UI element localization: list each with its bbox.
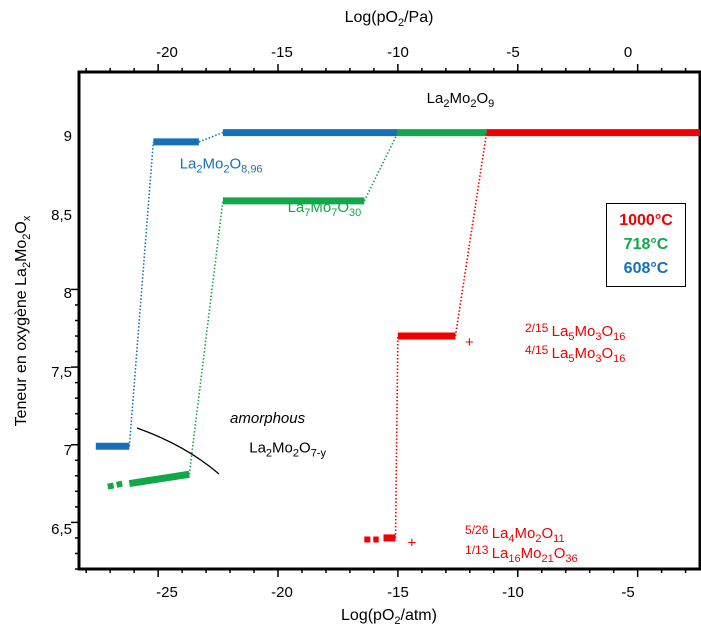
x-top-tick-labels: -20 -15 -10 -5 0: [156, 44, 632, 61]
annotation-amorphous: amorphous: [230, 410, 306, 427]
series-718c: [107, 129, 487, 490]
x-tick-label: -25: [156, 584, 178, 601]
y-tick-label: 9: [64, 128, 72, 145]
amorphous-boundary-curve: [136, 427, 220, 475]
x-tick-label: -20: [271, 584, 293, 601]
plot-frame: [77, 70, 701, 571]
top-tick-label: -15: [271, 44, 293, 61]
y-tick-labels: 6,5 7 7,5 8 8,5 9: [51, 128, 72, 538]
x-tick-label: -5: [621, 584, 634, 601]
legend-item-1000c: 1000°C: [619, 212, 673, 229]
top-tick-label: 0: [624, 44, 632, 61]
y-tick-label: 8,5: [51, 207, 72, 224]
x-tick-label: -10: [502, 584, 524, 601]
series-segment: [198, 131, 224, 143]
series-segment: [128, 141, 155, 447]
annotation-phase-7-7-b: 4/15 La5Mo3O16: [525, 343, 625, 365]
annotation-phase-7-7-a: 2/15 La5Mo3O16: [525, 321, 625, 343]
x-bottom-tick-labels: -25 -20 -15 -10 -5: [156, 584, 635, 601]
annotation-la2mo2o7y: La2Mo2O7-y: [249, 440, 326, 460]
x-tick-label: -15: [387, 584, 409, 601]
series-1000c: [364, 129, 700, 543]
temperature-legend: 1000°C 718°C 608°C: [606, 203, 686, 287]
annotation-phase-6-4-b: 1/13 La16Mo21O36: [465, 543, 578, 565]
top-tick-label: -20: [156, 44, 178, 61]
series-608c: [95, 129, 398, 450]
annotation-layer: La2Mo2O9 La2Mo2O8,96 La7Mo7O30 amorphous La2…: [180, 90, 626, 565]
annotation-phase-6-4-plus: +: [407, 534, 416, 551]
y-tick-label: 6,5: [51, 521, 72, 538]
top-tick-label: -10: [387, 44, 409, 61]
series-segment: [128, 470, 190, 488]
annotation-phase-7-7-plus: +: [465, 334, 474, 351]
x-axis-top-title: Log(pO2/Pa): [345, 9, 434, 29]
y-tick-label: 7,5: [51, 364, 72, 381]
y-tick-label: 7: [64, 442, 72, 459]
top-tick-label: -5: [506, 44, 519, 61]
legend-item-718c: 718°C: [623, 236, 669, 253]
y-axis-title: Teneur en oxygène La2Mo2Ox: [13, 215, 33, 426]
series-segment: [454, 132, 488, 337]
series-segment: [107, 480, 123, 490]
x-axis-bottom-title: Log(pO2/atm): [341, 607, 437, 624]
annotation-la2mo2o9: La2Mo2O9: [427, 90, 495, 110]
legend-item-608c: 608°C: [623, 260, 669, 277]
y-tick-label: 8: [64, 285, 72, 302]
series-layer: [95, 129, 700, 543]
series-segment: [363, 132, 399, 202]
annotation-phase-6-4-a: 5/26 La4Mo2O11: [465, 523, 565, 545]
axis-ticks: [71, 64, 687, 577]
annotation-la7mo7o30: La7Mo7O30: [288, 199, 362, 219]
annotation-la2mo2o896: La2Mo2O8,96: [180, 155, 263, 175]
series-segment: [394, 336, 399, 538]
series-segment: [188, 200, 224, 475]
